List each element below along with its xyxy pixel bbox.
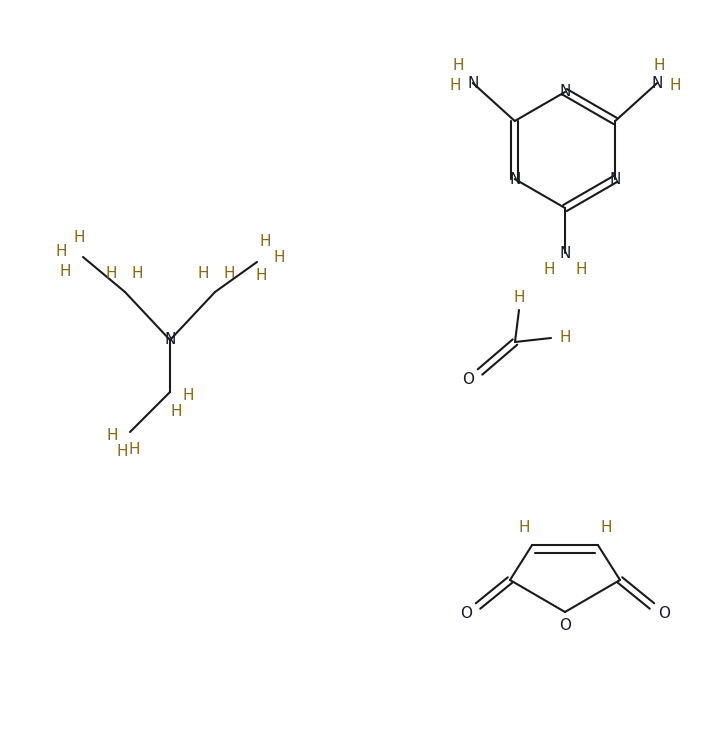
Text: H: H <box>55 244 67 258</box>
Text: H: H <box>654 58 665 72</box>
Text: N: N <box>559 245 571 261</box>
Text: H: H <box>128 442 140 458</box>
Text: H: H <box>513 291 525 305</box>
Text: N: N <box>652 75 663 91</box>
Text: N: N <box>165 332 175 347</box>
Text: H: H <box>223 266 234 282</box>
Text: H: H <box>256 269 266 283</box>
Text: H: H <box>452 58 464 72</box>
Text: H: H <box>59 264 71 279</box>
Text: N: N <box>509 172 521 186</box>
Text: O: O <box>462 372 474 388</box>
Text: H: H <box>259 234 271 250</box>
Text: H: H <box>116 445 127 459</box>
Text: H: H <box>74 229 84 245</box>
Text: H: H <box>670 77 681 93</box>
Text: H: H <box>182 388 194 404</box>
Text: H: H <box>575 261 587 277</box>
Text: N: N <box>559 85 571 99</box>
Text: H: H <box>197 266 209 282</box>
Text: N: N <box>467 75 478 91</box>
Text: H: H <box>543 261 555 277</box>
Text: H: H <box>106 429 118 444</box>
Text: O: O <box>658 607 670 621</box>
Text: H: H <box>449 77 461 93</box>
Text: H: H <box>559 331 571 345</box>
Text: O: O <box>460 607 472 621</box>
Text: O: O <box>559 618 571 632</box>
Text: N: N <box>609 172 621 186</box>
Text: H: H <box>273 250 285 266</box>
Text: H: H <box>106 266 116 282</box>
Text: H: H <box>518 520 530 534</box>
Text: H: H <box>170 404 182 420</box>
Text: H: H <box>131 266 143 282</box>
Text: H: H <box>601 520 612 534</box>
